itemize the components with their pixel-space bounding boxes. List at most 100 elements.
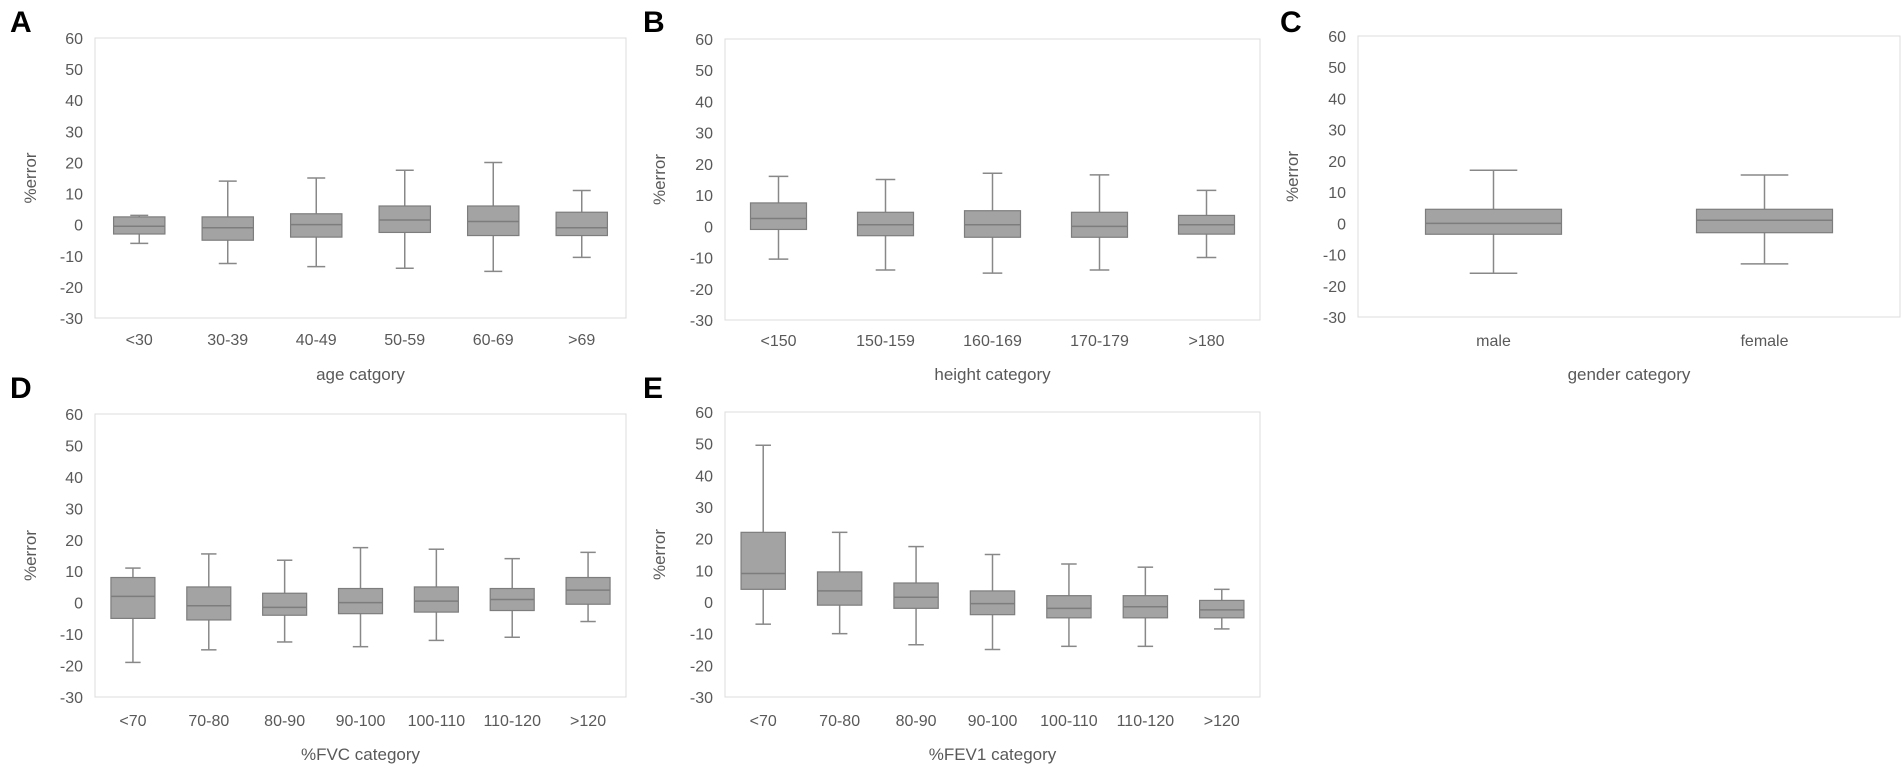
iqr-box — [740, 531, 786, 590]
y-tick-label: -20 — [60, 280, 83, 297]
y-tick-label: -10 — [690, 251, 713, 268]
iqr-box — [289, 213, 343, 238]
y-tick-label: -20 — [1323, 279, 1346, 296]
y-tick-label: 60 — [1328, 29, 1346, 46]
x-tick-label: 170-179 — [1070, 333, 1129, 350]
box-1 — [749, 175, 808, 260]
y-tick-label: -10 — [60, 627, 83, 644]
y-tick-label: 50 — [1328, 60, 1346, 77]
x-tick-label: 100-110 — [1040, 713, 1098, 730]
y-tick-label: -30 — [60, 311, 83, 328]
y-axis-label: %error — [21, 530, 40, 581]
box-1 — [1424, 169, 1563, 275]
box-4 — [969, 553, 1016, 651]
y-tick-label: -20 — [690, 658, 713, 675]
box-6 — [489, 557, 535, 639]
box-5 — [466, 161, 520, 273]
x-tick-label: 80-90 — [896, 713, 937, 730]
box-3 — [289, 177, 343, 268]
x-tick-label: <70 — [750, 713, 777, 730]
x-axis-label: age catgory — [316, 365, 405, 384]
x-tick-label: 150-159 — [856, 333, 915, 350]
panel-letter: B — [643, 6, 665, 39]
y-tick-label: -30 — [60, 690, 83, 707]
y-tick-label: 30 — [695, 500, 713, 517]
chart-panel-a: A -30 -20 -10 0 10 20 30 40 50 60 %error <30 30-39 40-… — [10, 6, 627, 384]
x-axis-label: height category — [934, 365, 1051, 384]
y-tick-label: 60 — [695, 405, 713, 422]
x-tick-label: 80-90 — [264, 713, 305, 730]
y-tick-label: 40 — [65, 93, 83, 110]
x-axis-label: %FVC category — [301, 745, 421, 764]
x-tick-label: 30-39 — [207, 332, 248, 349]
y-axis-label: %error — [1283, 151, 1302, 202]
iqr-box — [413, 586, 459, 613]
y-tick-label: 40 — [695, 468, 713, 485]
plot-area-frame — [724, 411, 1261, 698]
y-tick-label: 30 — [65, 124, 83, 141]
y-tick-label: 0 — [1337, 216, 1346, 233]
iqr-box — [1695, 208, 1834, 234]
x-tick-label: 50-59 — [384, 332, 425, 349]
box-2 — [856, 178, 915, 271]
x-tick-label: <70 — [119, 713, 146, 730]
box-2 — [201, 180, 255, 265]
box-7 — [1199, 588, 1245, 630]
plot-area-frame — [94, 37, 627, 319]
x-tick-label: 90-100 — [968, 713, 1018, 730]
y-tick-label: 0 — [74, 596, 83, 613]
box-1 — [740, 444, 786, 625]
y-tick-label: 30 — [65, 501, 83, 518]
iqr-box — [565, 576, 611, 605]
x-axis-label: %FEV1 category — [929, 745, 1057, 764]
box-2 — [186, 553, 232, 651]
x-tick-label: <30 — [126, 332, 153, 349]
x-tick-label: female — [1740, 333, 1788, 350]
x-tick-label: >180 — [1188, 333, 1224, 350]
y-tick-label: 10 — [1328, 185, 1346, 202]
y-tick-label: 0 — [704, 595, 713, 612]
iqr-box — [262, 592, 308, 616]
box-2 — [1695, 174, 1834, 265]
y-tick-label: -10 — [1323, 248, 1346, 265]
y-tick-label: -30 — [690, 313, 713, 330]
x-tick-label: male — [1476, 333, 1511, 350]
box-3 — [893, 545, 939, 646]
x-tick-label: >120 — [570, 713, 606, 730]
box-6 — [555, 189, 609, 259]
y-tick-label: -10 — [690, 627, 713, 644]
iqr-box — [378, 205, 432, 234]
iqr-box — [1046, 595, 1092, 619]
y-tick-label: 60 — [65, 407, 83, 424]
panel-letter: C — [1280, 6, 1302, 39]
x-tick-label: >69 — [568, 332, 595, 349]
y-tick-label: -20 — [690, 282, 713, 299]
iqr-box — [337, 587, 384, 615]
iqr-box — [466, 205, 520, 237]
iqr-box — [963, 210, 1022, 238]
y-tick-label: 0 — [704, 219, 713, 236]
y-tick-label: 20 — [1328, 154, 1346, 171]
y-tick-label: 0 — [74, 218, 83, 235]
x-tick-label: 70-80 — [819, 713, 860, 730]
x-tick-label: >120 — [1204, 713, 1240, 730]
iqr-box — [112, 216, 166, 235]
y-axis-label: %error — [650, 529, 669, 580]
plot-area-frame — [724, 38, 1261, 321]
panel-letter: A — [10, 6, 32, 39]
y-tick-label: 60 — [65, 31, 83, 48]
y-tick-label: 20 — [695, 157, 713, 174]
chart-panel-c: C -30 -20 -10 0 10 20 30 40 50 60 %error male female g… — [1280, 6, 1901, 384]
y-axis-label: %error — [21, 152, 40, 203]
iqr-box — [749, 202, 808, 231]
box-5 — [1177, 189, 1236, 259]
iqr-box — [856, 211, 915, 237]
box-7 — [565, 551, 611, 623]
y-tick-label: 20 — [65, 533, 83, 550]
x-tick-label: <150 — [760, 333, 796, 350]
y-tick-label: 30 — [695, 126, 713, 143]
y-tick-label: 20 — [695, 532, 713, 549]
iqr-box — [110, 576, 156, 619]
x-tick-label: 90-100 — [336, 713, 386, 730]
